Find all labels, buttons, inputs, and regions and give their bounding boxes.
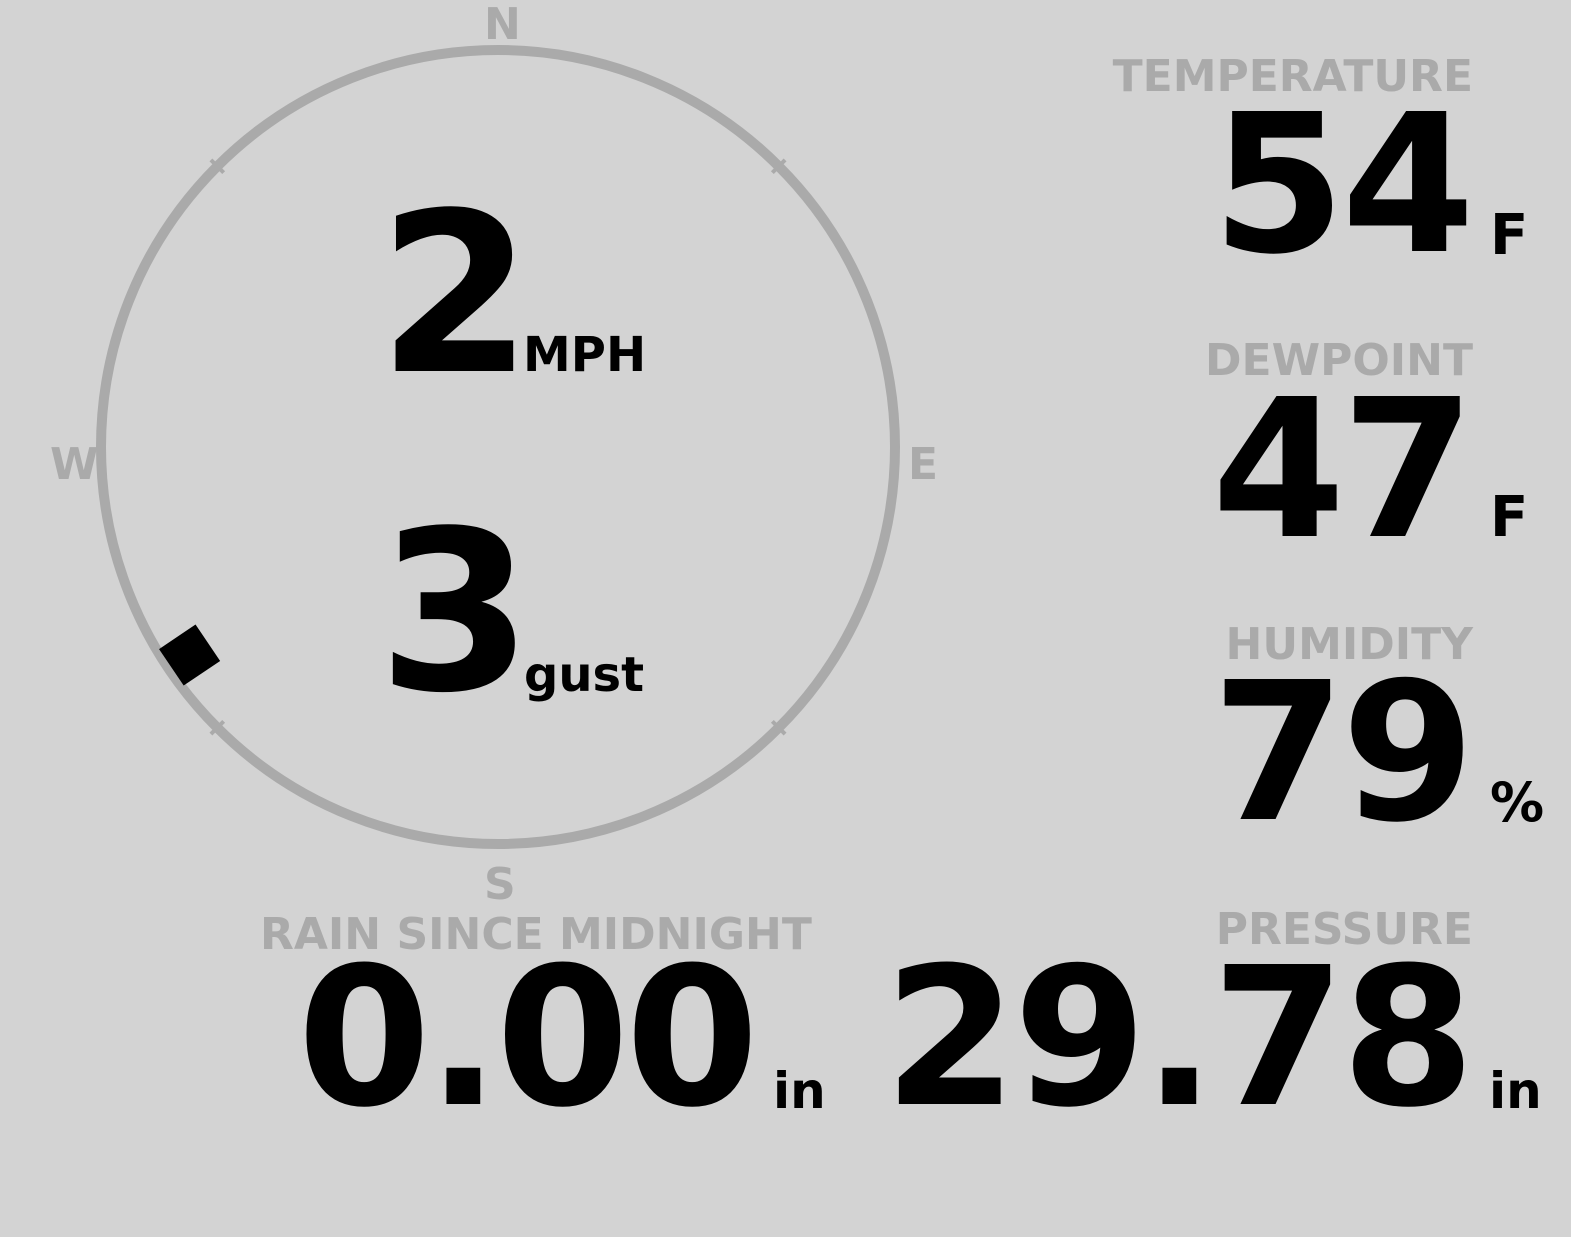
compass-s: S: [484, 859, 516, 910]
temperature-unit: F: [1490, 203, 1529, 268]
dewpoint-label: DEWPOINT: [1205, 335, 1473, 386]
humidity-label: HUMIDITY: [1225, 619, 1473, 670]
compass-w: W: [50, 439, 99, 490]
compass-n: N: [484, 0, 521, 50]
compass-ring: [96, 45, 900, 849]
compass-tick: [209, 158, 226, 175]
rain-value: 0.00: [297, 927, 759, 1150]
pressure-unit: in: [1489, 1062, 1542, 1120]
wind-speed-value: 2: [378, 166, 533, 424]
pressure-label: PRESSURE: [1215, 904, 1473, 955]
humidity-unit: %: [1490, 771, 1545, 834]
compass-tick: [770, 158, 787, 175]
pressure-value: 29.78: [883, 927, 1475, 1150]
compass-e: E: [908, 439, 939, 490]
dewpoint-unit: F: [1490, 485, 1529, 550]
wind-speed-unit: MPH: [523, 327, 647, 383]
temperature-label: TEMPERATURE: [1112, 51, 1473, 102]
wind-gust-unit: gust: [524, 647, 645, 703]
humidity-value: 79: [1211, 642, 1475, 865]
rain-label: RAIN SINCE MIDNIGHT: [260, 909, 812, 960]
temperature-value: 54: [1211, 74, 1475, 297]
compass-tick: [209, 719, 226, 736]
dewpoint-value: 47: [1211, 359, 1475, 582]
rain-unit: in: [773, 1062, 826, 1120]
wind-gust-value: 3: [378, 484, 533, 742]
wind-direction-marker: [159, 624, 221, 686]
compass-tick: [770, 719, 787, 736]
